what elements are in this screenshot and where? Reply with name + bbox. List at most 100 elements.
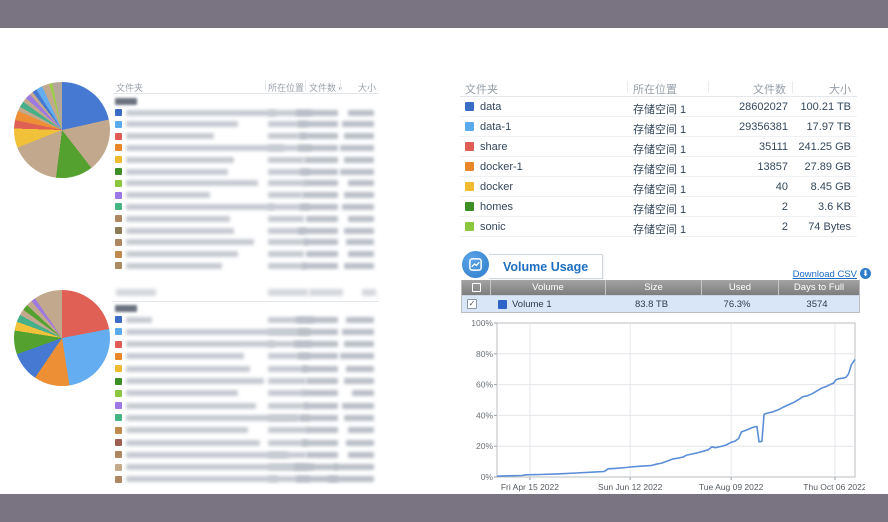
volume-row[interactable]: ✓ Volume 1 83.8 TB 76.3% 3574 — [462, 295, 859, 312]
column-count[interactable]: 文件数 — [753, 84, 786, 96]
blurred-folder-row[interactable] — [113, 388, 379, 400]
blurred-header-bar — [116, 289, 156, 296]
blurred-folder-row[interactable] — [113, 166, 379, 178]
download-csv-icon[interactable]: ⬇ — [860, 268, 871, 279]
folder-row[interactable]: homes 存储空间 1 2 3.6 KB — [460, 197, 857, 217]
blurred-count — [294, 464, 338, 471]
header-divider — [627, 81, 628, 93]
folder-size: 100.21 TB — [800, 100, 851, 113]
column-folder[interactable]: 文件夹 — [465, 84, 498, 96]
blurred-folder-row[interactable] — [113, 249, 379, 261]
blurred-location — [268, 439, 308, 446]
blurred-folder-row[interactable] — [113, 190, 379, 202]
blurred-folder-name — [126, 239, 254, 246]
blurred-folder-name — [126, 365, 250, 372]
folder-location: 存储空间 1 — [633, 203, 687, 216]
svg-text:20%: 20% — [476, 441, 493, 451]
folder-row[interactable]: sonic 存储空间 1 2 74 Bytes — [460, 217, 857, 237]
blurred-folder-row[interactable] — [113, 326, 379, 338]
column-volume[interactable]: Volume — [491, 280, 606, 295]
blurred-folder-row[interactable] — [113, 412, 379, 424]
blurred-folder-name — [126, 414, 298, 421]
blurred-location — [268, 156, 304, 163]
folder-row[interactable]: share 存储空间 1 35111 241.25 GB — [460, 137, 857, 157]
svg-text:Tue Aug 09 2022: Tue Aug 09 2022 — [699, 482, 764, 492]
folder-color-swatch — [115, 463, 122, 471]
blurred-folder-row[interactable] — [113, 462, 379, 474]
folder-size: 8.45 GB — [810, 180, 851, 193]
blurred-size — [340, 168, 374, 175]
blurred-folder-name — [126, 328, 310, 335]
volume-usage-icon — [462, 251, 489, 278]
back-link-blurred[interactable] — [115, 98, 137, 105]
folder-color-swatch — [115, 439, 122, 446]
folder-color-swatch — [115, 340, 122, 348]
blurred-folder-row[interactable] — [113, 314, 379, 326]
folder-row[interactable]: data-1 存储空间 1 29356381 17.97 TB — [460, 117, 857, 137]
blurred-size — [346, 239, 374, 246]
column-size[interactable]: 大小 — [357, 83, 376, 93]
folder-color-swatch — [115, 475, 122, 483]
column-vsize[interactable]: Size — [606, 280, 702, 295]
column-folder[interactable]: 文件夹 — [116, 83, 144, 93]
blurred-folder-name — [126, 156, 234, 163]
folder-location: 存储空间 1 — [633, 103, 687, 116]
column-location[interactable]: 所在位置 — [633, 84, 677, 96]
blurred-folder-row[interactable] — [113, 474, 379, 486]
column-location[interactable]: 所在位置 — [268, 83, 305, 93]
blurred-count — [306, 378, 338, 384]
blurred-folder-row[interactable] — [113, 178, 379, 190]
column-size[interactable]: 大小 — [829, 84, 851, 96]
blurred-size — [342, 203, 374, 210]
column-days-to-full[interactable]: Days to Full — [793, 282, 845, 293]
blurred-folder-row[interactable] — [113, 437, 379, 449]
blurred-folder-row[interactable] — [113, 142, 379, 154]
volume-days: 3574 — [806, 298, 828, 310]
column-count[interactable]: 文件数 ▾ — [309, 81, 342, 94]
blurred-count — [304, 180, 338, 187]
column-used[interactable]: Used — [702, 280, 779, 295]
folder-row[interactable]: docker 存储空间 1 40 8.45 GB — [460, 177, 857, 197]
blurred-folder-name — [126, 378, 264, 384]
blurred-folder-row[interactable] — [113, 213, 379, 225]
blurred-folder-row[interactable] — [113, 260, 379, 272]
blurred-folder-name — [126, 439, 260, 446]
blurred-size — [342, 328, 374, 335]
blurred-folder-row[interactable] — [113, 131, 379, 143]
blurred-folder-row[interactable] — [113, 449, 379, 461]
blurred-count — [304, 156, 338, 163]
folder-size: 74 Bytes — [808, 220, 851, 233]
blurred-folder-row[interactable] — [113, 201, 379, 213]
blurred-folder-row[interactable] — [113, 400, 379, 412]
folder-color-swatch — [465, 182, 474, 191]
blurred-count — [300, 168, 338, 175]
blurred-folder-row[interactable] — [113, 107, 379, 119]
select-all-checkbox[interactable] — [462, 280, 491, 295]
blurred-folder-row[interactable] — [113, 237, 379, 249]
blurred-size — [342, 121, 374, 128]
blurred-folder-row[interactable] — [113, 363, 379, 375]
blurred-location — [268, 109, 312, 116]
folder-color-swatch — [465, 122, 474, 131]
blurred-count — [300, 203, 338, 210]
volume-checkbox[interactable]: ✓ — [462, 299, 490, 309]
blurred-folder-name — [126, 227, 234, 234]
blurred-folder-row[interactable] — [113, 154, 379, 166]
download-csv-link[interactable]: Download CSV — [792, 269, 857, 280]
blurred-folder-row[interactable] — [113, 225, 379, 237]
volume-usage-tab[interactable]: Volume Usage — [489, 254, 604, 279]
blurred-size — [344, 414, 374, 421]
folder-row[interactable]: data 存储空间 1 28602027 100.21 TB — [460, 97, 857, 117]
blurred-folder-row[interactable] — [113, 339, 379, 351]
folder-color-swatch — [115, 365, 122, 373]
blurred-folder-row[interactable] — [113, 376, 379, 388]
blurred-location — [268, 215, 304, 222]
blurred-size — [344, 341, 374, 348]
back-link-blurred[interactable] — [115, 305, 137, 312]
blurred-count — [298, 121, 338, 128]
volume-name: Volume 1 — [512, 298, 552, 310]
folder-row[interactable]: docker-1 存储空间 1 13857 27.89 GB — [460, 157, 857, 177]
blurred-folder-row[interactable] — [113, 351, 379, 363]
blurred-folder-row[interactable] — [113, 119, 379, 131]
blurred-folder-row[interactable] — [113, 425, 379, 437]
